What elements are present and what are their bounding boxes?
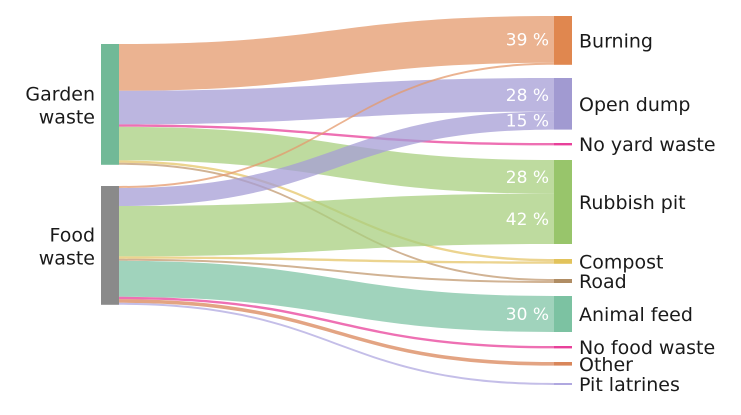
label-garden: Garden waste — [25, 83, 95, 128]
flow-food-to-rubbish_pit — [119, 193, 554, 257]
node-garden — [101, 44, 119, 165]
flow-food-to-pit_latrines — [119, 302, 554, 385]
pct-food-rubbish_pit: 42 % — [506, 210, 549, 230]
pct-food-animal_feed: 30 % — [506, 305, 549, 325]
pct-food-open_dump: 15 % — [506, 112, 549, 132]
flow-food-to-compost — [119, 256, 554, 264]
node-animal_feed — [554, 296, 572, 332]
flow-food-to-animal_feed — [119, 260, 554, 332]
pct-garden-burning: 39 % — [506, 30, 549, 50]
flow-food-to-other — [119, 299, 554, 366]
node-no_yard_waste — [554, 143, 572, 146]
label-other: Other — [579, 354, 633, 376]
label-food: Food waste — [39, 224, 95, 269]
flow-food-to-open_dump — [119, 111, 554, 206]
label-pit_latrines: Pit latrines — [579, 374, 680, 396]
node-other — [554, 362, 572, 366]
percentage-labels: 39 % 28 % 28 % 15 % 42 % 30 % — [506, 30, 549, 325]
node-road — [554, 279, 572, 283]
flow-food-to-no_food_waste — [119, 296, 554, 349]
node-food — [101, 186, 119, 305]
flow-garden-to-open_dump — [119, 78, 554, 125]
node-bars — [101, 16, 572, 385]
node-burning — [554, 16, 572, 65]
flow-food-to-road — [119, 258, 554, 283]
node-open_dump — [554, 78, 572, 130]
node-pit_latrines — [554, 383, 572, 385]
flow-garden-to-burning — [119, 16, 554, 91]
flow-food-to-burning — [119, 62, 554, 188]
label-animal_feed: Animal feed — [579, 304, 693, 326]
label-burning: Burning — [579, 30, 653, 52]
label-no_food_waste: No food waste — [579, 337, 715, 359]
pct-garden-rubbish_pit: 28 % — [506, 168, 549, 188]
flow-garden-to-no_yard_waste — [119, 124, 554, 146]
label-rubbish_pit: Rubbish pit — [579, 192, 686, 214]
node-labels: Garden waste Food waste Burning Open dump No y… — [25, 30, 715, 396]
pct-garden-open_dump: 28 % — [506, 86, 549, 106]
node-compost — [554, 259, 572, 264]
flow-links — [119, 16, 554, 385]
label-no_yard_waste: No yard waste — [579, 134, 716, 156]
label-compost: Compost — [579, 251, 663, 273]
node-no_food_waste — [554, 346, 572, 349]
label-road: Road — [579, 271, 627, 293]
node-rubbish_pit — [554, 160, 572, 244]
label-open_dump: Open dump — [579, 94, 690, 116]
